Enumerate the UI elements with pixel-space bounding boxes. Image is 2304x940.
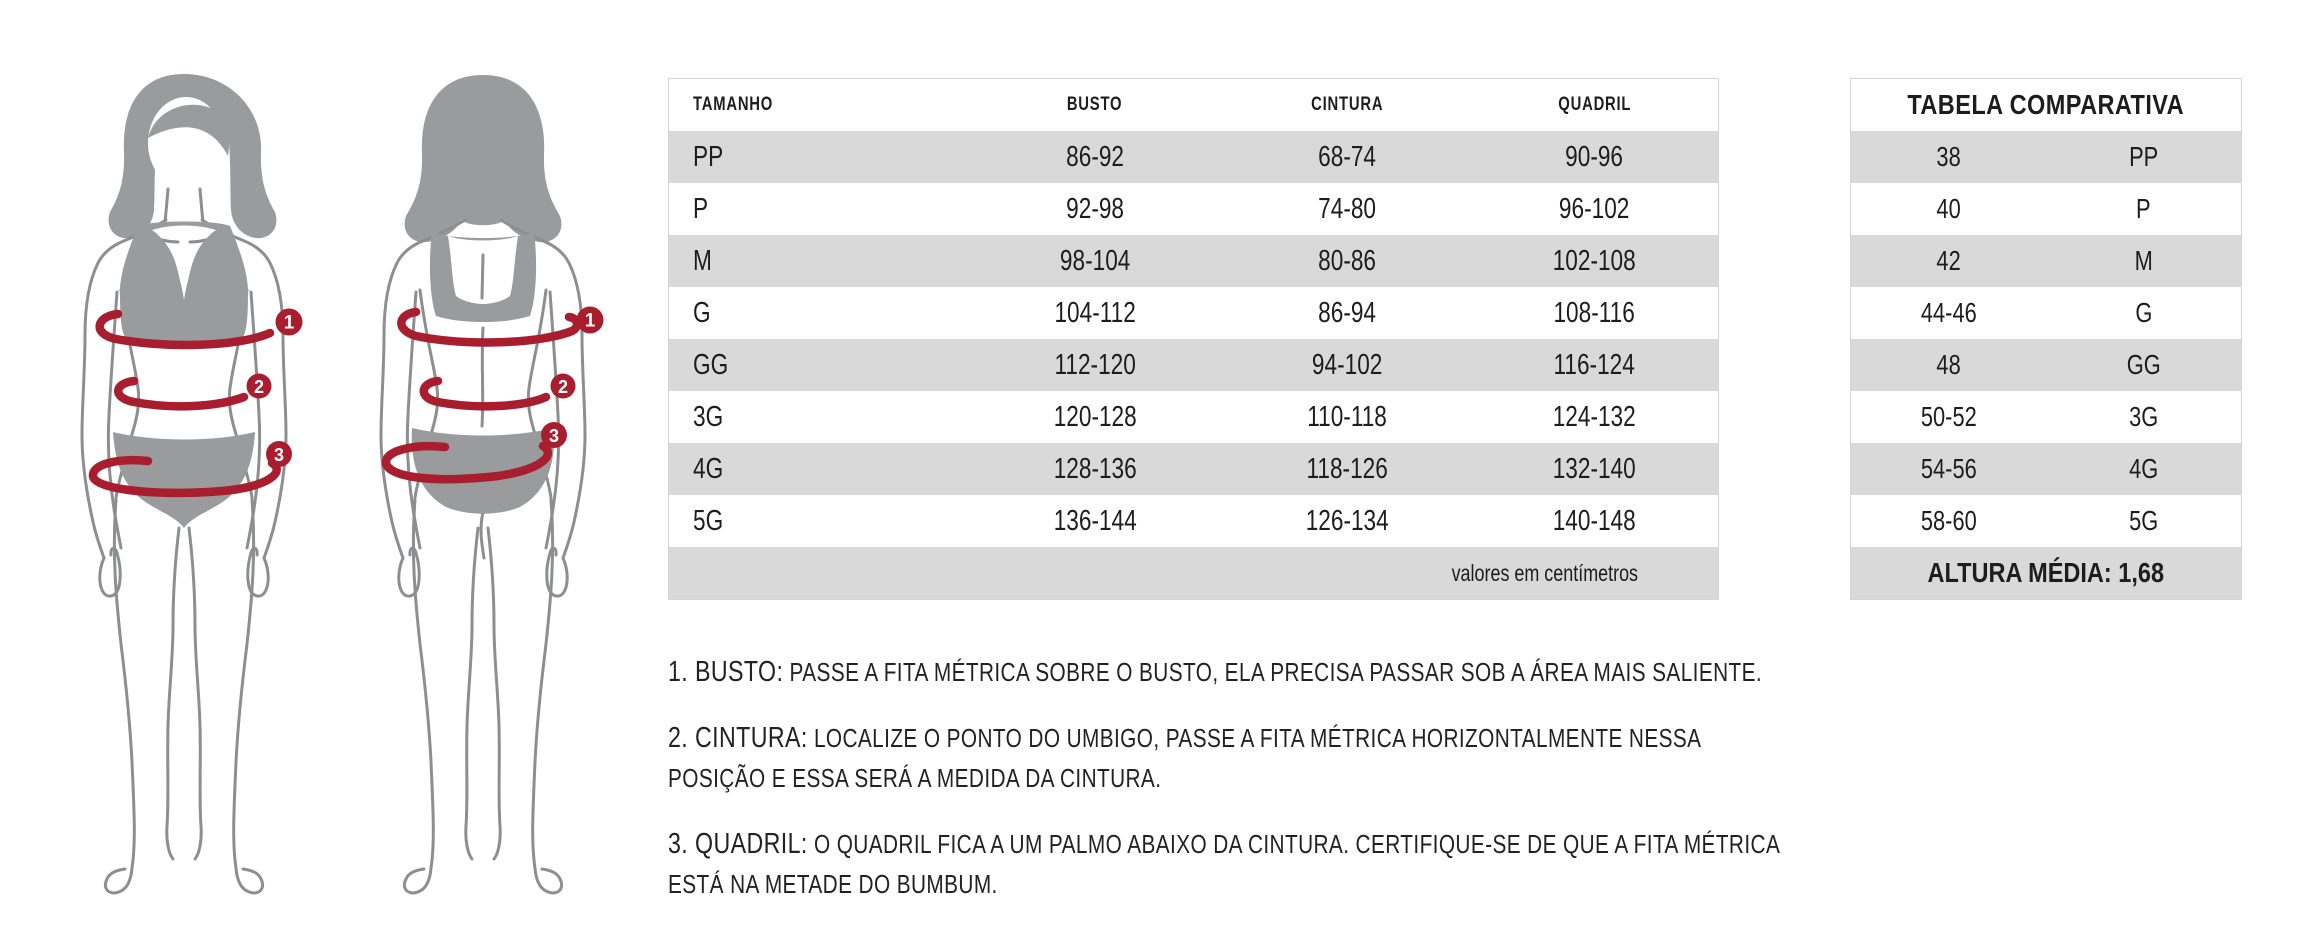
front-bottom-icon: [113, 432, 255, 528]
back-hip-marker-icon: [541, 422, 567, 448]
comparative-row: 38 PP: [1851, 131, 2241, 183]
size-row: GG 112-120 94-102 116-124: [669, 339, 1718, 391]
front-markers: 1 2 3: [246, 308, 303, 467]
front-hip-marker-icon: [266, 441, 292, 467]
size-table-footnote: valores em centímetros: [669, 547, 1718, 599]
svg-text:3: 3: [274, 445, 284, 465]
back-bust-tape-icon: [397, 307, 582, 347]
front-fringe-icon: [148, 104, 230, 156]
comparative-row: 48 GG: [1851, 339, 2241, 391]
back-waist-tape-icon: [419, 376, 551, 411]
size-row: 5G 136-144 126-134 140-148: [693, 504, 1637, 537]
figure-front: 1 2 3: [80, 74, 303, 895]
size-row: M 98-104 80-86 102-108: [669, 235, 1718, 287]
back-spine-line-lower: [480, 326, 485, 428]
header-cintura: CINTURA: [1310, 94, 1384, 115]
back-hair-icon: [404, 75, 562, 243]
svg-text:2: 2: [558, 377, 568, 397]
back-cleft-line: [479, 510, 486, 560]
comparative-row: 44-46 G: [1920, 297, 2152, 328]
comparative-table: TABELA COMPARATIVA 38 PP 40 P 42 M 44-46…: [1850, 78, 2242, 600]
header-busto: BUSTO: [1067, 94, 1123, 115]
measuring-instructions: 1. BUSTO: PASSE A FITA MÉTRICA SOBRE O B…: [668, 652, 1948, 930]
header-tamanho: TAMANHO: [693, 94, 774, 115]
header-quadril: QUADRIL: [1558, 94, 1631, 115]
size-row: P 92-98 74-80 96-102: [693, 192, 1630, 225]
front-bust-marker-icon: [275, 308, 303, 336]
back-top-icon: [429, 232, 537, 322]
size-row: 4G 128-136 118-126 132-140: [669, 443, 1718, 495]
back-markers: 1 2 3: [541, 306, 604, 448]
size-table-header: TAMANHO BUSTO CINTURA QUADRIL: [669, 79, 1718, 131]
instruction-busto: 1. BUSTO: PASSE A FITA MÉTRICA SOBRE O B…: [668, 652, 1948, 692]
instruction-quadril-label: 3. QUADRIL:: [668, 828, 808, 860]
instruction-cintura: 2. CINTURA: LOCALIZE O PONTO DO UMBIGO, …: [668, 718, 1948, 798]
front-waist-tape-icon: [114, 376, 249, 411]
comparative-table-title: TABELA COMPARATIVA: [1907, 89, 2185, 120]
svg-text:1: 1: [585, 311, 596, 332]
size-row: G 104-112 86-94 108-116: [693, 296, 1636, 329]
instruction-cintura-label: 2. CINTURA:: [668, 722, 808, 754]
front-bust-tape-icon: [95, 309, 275, 350]
comparative-row: 54-56 4G: [1851, 443, 2241, 495]
size-row: 3G 120-128 110-118 124-132: [693, 400, 1637, 433]
front-hair-icon: [108, 74, 277, 239]
size-table: TAMANHO BUSTO CINTURA QUADRIL PP 86-92 6…: [668, 78, 1719, 600]
back-hip-tape-icon: [381, 441, 552, 484]
comparative-row: 58-60 5G: [1920, 505, 2159, 536]
instruction-busto-label: 1. BUSTO:: [668, 656, 784, 688]
back-spine-line: [480, 253, 485, 300]
instruction-quadril: 3. QUADRIL: O QUADRIL FICA A UM PALMO AB…: [668, 824, 1948, 904]
instruction-cintura-text: LOCALIZE O PONTO DO UMBIGO, PASSE A FITA…: [668, 723, 1702, 793]
front-waist-marker-icon: [246, 373, 272, 399]
svg-text:2: 2: [254, 377, 264, 397]
svg-text:3: 3: [549, 426, 559, 446]
svg-text:1: 1: [284, 313, 295, 334]
back-bust-marker-icon: [576, 306, 604, 334]
size-row: PP 86-92 68-74 90-96: [669, 131, 1718, 183]
comparative-row: 40 P: [1936, 193, 2151, 224]
front-hip-tape-icon: [88, 456, 281, 498]
instruction-quadril-text: O QUADRIL FICA A UM PALMO ABAIXO DA CINT…: [668, 829, 1781, 899]
body-measurement-figures: 1 2 3: [80, 74, 604, 895]
back-waist-marker-icon: [550, 373, 576, 399]
comparative-table-footer: ALTURA MÉDIA: 1,68: [1851, 547, 2241, 599]
front-top-icon: [120, 221, 248, 345]
instruction-busto-text: PASSE A FITA MÉTRICA SOBRE O BUSTO, ELA …: [789, 657, 1763, 687]
figure-back: 1 2 3: [379, 75, 604, 895]
comparative-row: 50-52 3G: [1920, 401, 2159, 432]
comparative-row: 42 M: [1851, 235, 2241, 287]
